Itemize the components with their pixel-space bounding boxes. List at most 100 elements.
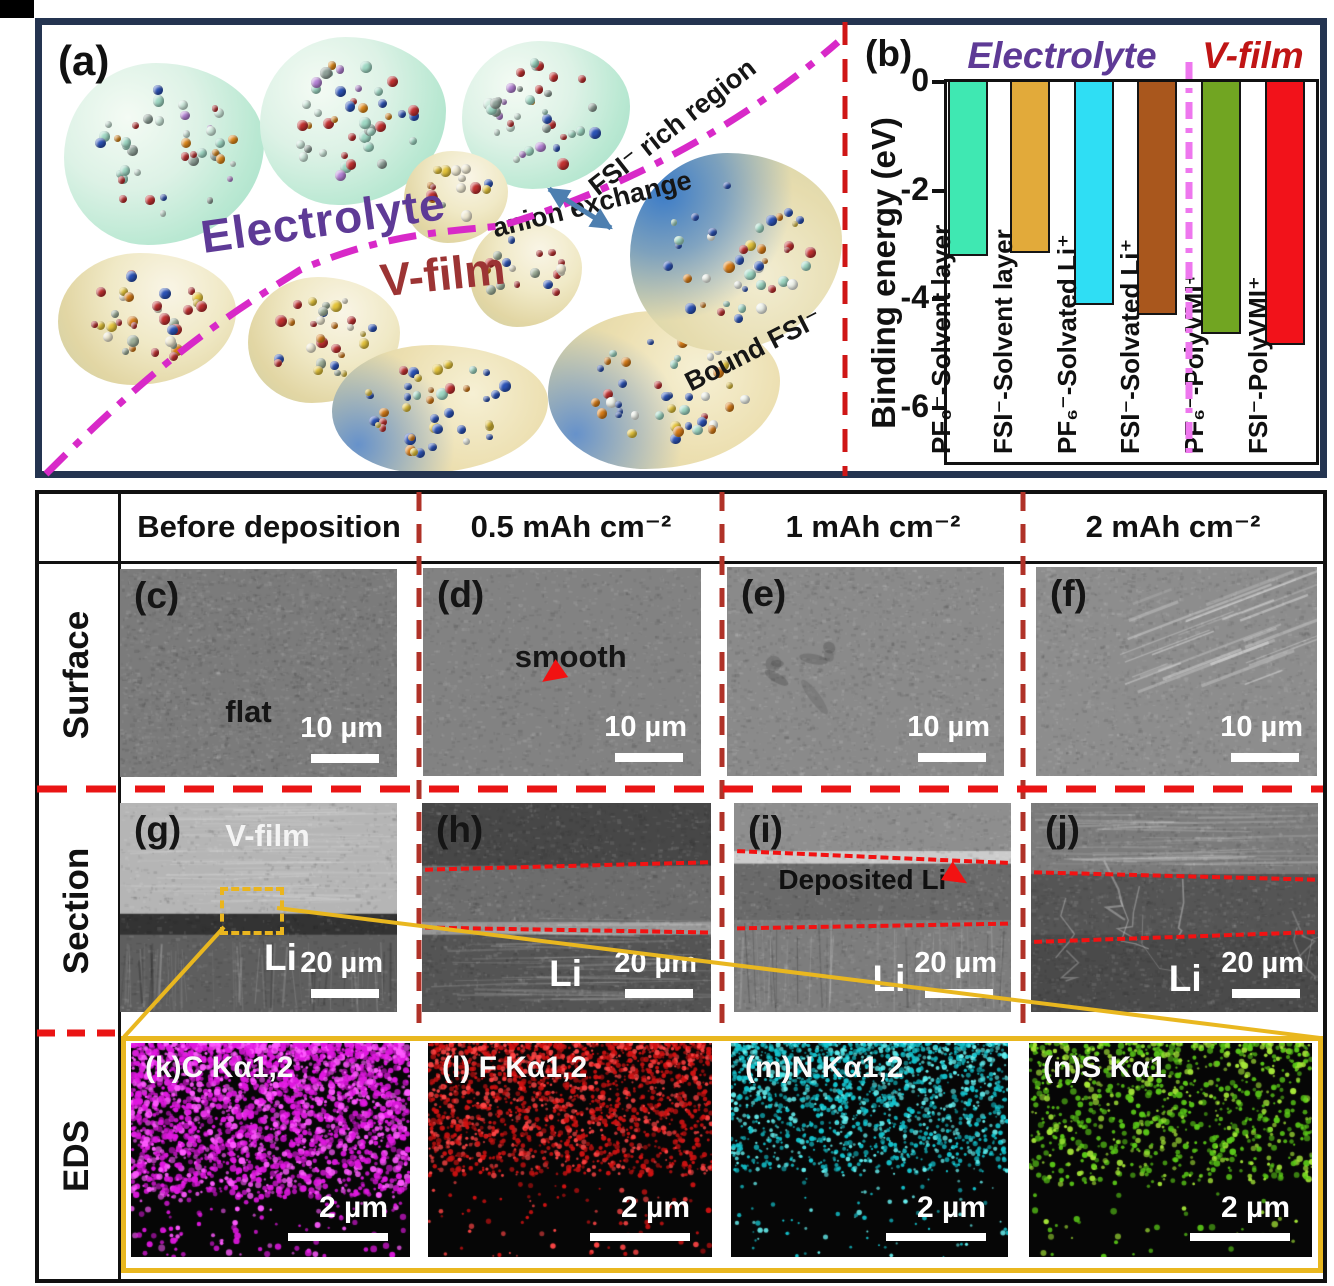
bar-2 (1010, 82, 1050, 253)
scale-bar (288, 1233, 388, 1241)
chart-group-label-vfilm: V-film (1202, 35, 1304, 76)
eds-elemental-map-image (1029, 1043, 1312, 1257)
zoom-region-box (220, 887, 284, 935)
scale-bar (918, 753, 986, 762)
sem-surface-1mah: (e) 10 µm (727, 567, 1004, 776)
bar-category-label: PF₆⁻-Solvated Li⁺ (1052, 234, 1082, 454)
deposited-li-annotation: Deposited Li (778, 863, 947, 895)
molecule-blob (58, 253, 236, 385)
sem-results-table: Before deposition 0.5 mAh cm⁻² 1 mAh cm⁻… (35, 490, 1327, 1283)
panel-h-letter: (h) (436, 809, 484, 850)
eds-map-fluorine: (l) F Kα1,2 2 µm (428, 1043, 712, 1257)
y-tick-mark (932, 188, 945, 193)
scale-bar (1190, 1233, 1290, 1241)
chart-group-label-electrolyte: Electrolyte (967, 35, 1157, 76)
eds-map-sulfur: (n)S Kα1 2 µm (1029, 1043, 1312, 1257)
scale-bar-label: 10 µm (907, 711, 990, 743)
scale-bar (625, 989, 693, 998)
eds-elemental-map-image (428, 1043, 712, 1257)
panel-i-letter: (i) (748, 809, 783, 850)
scale-bar-label: 10 µm (300, 712, 383, 744)
sem-section-2mah: (j) Li 20 µm (1031, 803, 1318, 1012)
y-axis-title: Binding energy (eV) (865, 117, 902, 429)
y-tick-mark (932, 297, 945, 302)
scale-bar-label: 2 µm (917, 1191, 986, 1224)
y-tick-label: 0 (911, 62, 929, 98)
chart-plot-area: PF₆⁻-Solvent layer FSI⁻-Solvent layer PF₆⁻… (926, 79, 1319, 465)
bar-6 (1265, 82, 1305, 345)
eds-map-nitrogen: (m)N Kα1,2 2 µm (731, 1043, 1008, 1257)
row-header-eds: EDS (57, 1120, 96, 1192)
scale-bar (1231, 753, 1299, 762)
panel-b-letter: (b) (865, 33, 913, 74)
bar-category-label: PF₆⁻-Solvent layer (926, 224, 956, 454)
column-header-0p5mah: 0.5 mAh cm⁻² (470, 509, 672, 544)
scale-bar-label: 20 µm (914, 947, 997, 979)
li-layer-label: Li (264, 936, 297, 978)
scale-bar (311, 754, 379, 763)
scale-bar (925, 989, 993, 998)
row-header-surface: Surface (57, 610, 96, 740)
y-tick-label: -6 (900, 387, 929, 424)
scale-bar (886, 1233, 986, 1241)
eds-title-s: (n)S Kα1 (1043, 1051, 1167, 1084)
bar-3 (1074, 82, 1114, 305)
sem-surface-2mah: (f) 10 µm (1036, 567, 1317, 776)
scale-bar-label: 2 µm (319, 1191, 388, 1224)
eds-elemental-map-image (731, 1043, 1008, 1257)
table-divider (39, 561, 1323, 564)
table-divider (118, 494, 121, 1279)
bar-1 (948, 82, 988, 256)
molecule-blob (332, 345, 548, 471)
top-figure-panel: (a) Electrolyte V-film anion exchange FS… (35, 18, 1327, 478)
sem-section-0p5mah: (h) Li 20 µm (422, 803, 711, 1012)
panel-g-letter: (g) (134, 809, 182, 850)
panel-e-letter: (e) (741, 573, 787, 614)
sem-micrograph-image (423, 568, 701, 776)
panel-d-letter: (d) (437, 574, 485, 615)
panel-c-letter: (c) (134, 575, 180, 616)
li-layer-label: Li (549, 953, 583, 995)
scale-bar-label: 2 µm (1221, 1191, 1290, 1224)
panel-a-simulation: (a) Electrolyte V-film anion exchange FS… (42, 25, 843, 471)
bar-category-label: FSI⁻-PolyVMI⁺ (1243, 276, 1273, 454)
scale-bar (311, 989, 379, 998)
column-header-before-deposition: Before deposition (137, 509, 401, 544)
panel-b-bar-chart: (b) Binding energy (eV) Electrolyte V-fi… (857, 25, 1320, 471)
scale-bar-label: 20 µm (300, 947, 383, 979)
scale-bar-label: 2 µm (621, 1191, 690, 1224)
y-tick-label: -2 (900, 170, 929, 207)
sem-micrograph-image (120, 569, 397, 777)
sem-micrograph-image (727, 567, 1004, 776)
scale-bar (1232, 989, 1300, 998)
scale-bar (590, 1233, 690, 1241)
scale-bar-label: 10 µm (604, 711, 687, 743)
panel-a-letter: (a) (58, 37, 110, 84)
y-tick-mark (932, 80, 945, 84)
li-layer-label: Li (872, 957, 906, 999)
scale-bar-label: 10 µm (1220, 711, 1303, 743)
bar-category-label: FSI⁻-Solvent layer (988, 229, 1018, 454)
column-header-1mah: 1 mAh cm⁻² (785, 509, 961, 544)
scale-bar (615, 753, 683, 762)
smooth-annotation: smooth (514, 638, 627, 674)
sem-surface-before-deposition: (c) flat 10 µm (120, 569, 397, 777)
sem-section-before-deposition: (g) V-film Li 20 µm (120, 803, 397, 1012)
bar-category-label: PF₆⁻-PolyVMI⁺ (1179, 271, 1209, 454)
bar-4 (1137, 82, 1177, 315)
y-tick-mark (932, 405, 945, 410)
li-layer-label: Li (1168, 957, 1202, 999)
eds-title-c: (k)C Kα1,2 (145, 1051, 294, 1084)
flat-annotation: flat (225, 693, 272, 729)
sem-micrograph-image (1036, 567, 1317, 776)
eds-title-n: (m)N Kα1,2 (745, 1051, 904, 1084)
column-header-2mah: 2 mAh cm⁻² (1085, 509, 1261, 544)
vfilm-layer-label: V-film (225, 817, 310, 853)
y-tick-label: -4 (900, 279, 929, 316)
sem-section-1mah: (i) Deposited Li Li 20 µm (734, 803, 1011, 1012)
bar-5 (1201, 82, 1241, 334)
row-header-section: Section (57, 847, 96, 975)
bar-category-label: FSI⁻-Solvated Li⁺ (1115, 238, 1145, 454)
scale-bar-label: 20 µm (614, 947, 697, 979)
eds-map-carbon: (k)C Kα1,2 2 µm (131, 1043, 410, 1257)
